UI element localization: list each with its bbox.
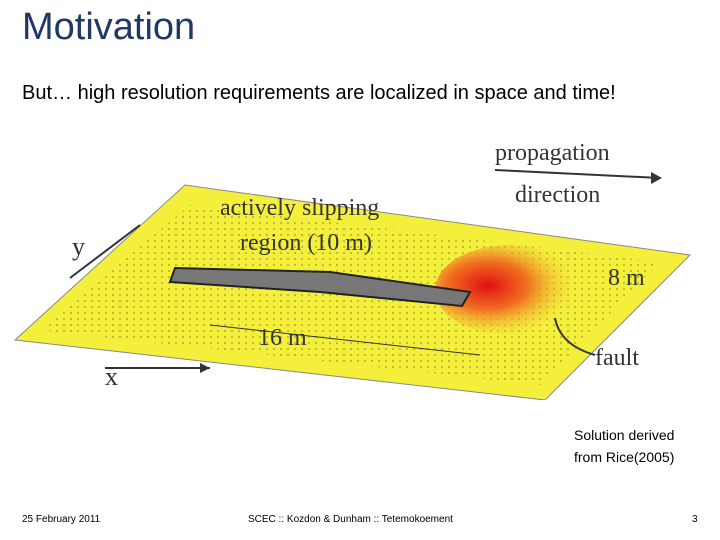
slip-front (435, 245, 585, 335)
page-number: 3 (692, 514, 698, 525)
y-arrow (69, 224, 141, 279)
footer-center: SCEC :: Kozdon & Dunham :: Tetemokoement (248, 514, 453, 525)
width-label: 8 m (608, 265, 645, 291)
length-dim (209, 324, 481, 356)
fault-arrow (554, 317, 596, 356)
fault-label: fault (595, 345, 639, 371)
propagation-arrowhead (651, 172, 662, 184)
slip-region (168, 266, 472, 308)
propagation-label: propagation (495, 140, 610, 166)
direction-label: direction (515, 182, 600, 208)
propagation-arrow (494, 169, 661, 179)
y-label: y (72, 232, 85, 261)
slip-label: region (10 m) (240, 230, 372, 256)
caption: Solution derived from Rice(2005) (574, 424, 674, 468)
caption-line: from Rice(2005) (574, 449, 675, 465)
length-label: 16 m (258, 325, 307, 351)
footer-date: 25 February 2011 (22, 514, 101, 525)
x-label: x (105, 362, 118, 391)
x-arrowhead (200, 363, 210, 373)
body-text: But… high resolution requirements are lo… (22, 82, 616, 104)
caption-line: Solution derived (574, 427, 675, 443)
slip-label: actively slipping (220, 195, 379, 221)
figure: propagation direction actively slipping … (13, 140, 692, 400)
slide-title: Motivation (22, 6, 196, 48)
